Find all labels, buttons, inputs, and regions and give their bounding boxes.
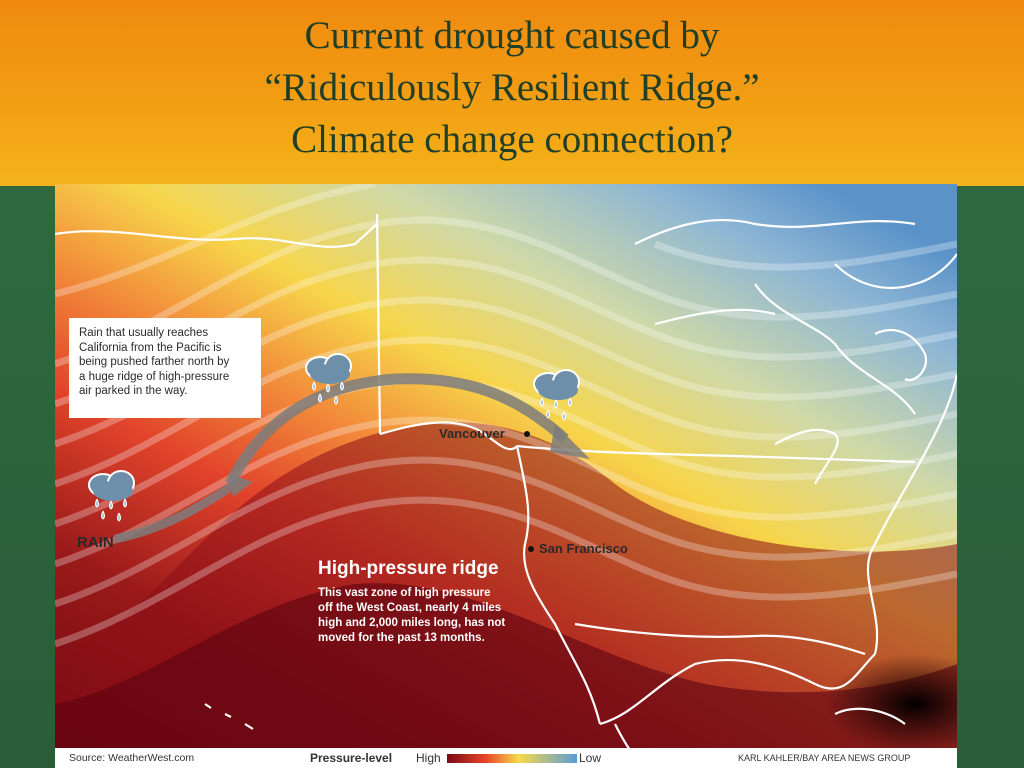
map-graphic (55, 184, 957, 768)
legend-high-label: High (416, 751, 441, 765)
ridge-title: High-pressure ridge (318, 558, 499, 579)
san-francisco-marker (528, 546, 534, 552)
title-line-1: Current drought caused by (304, 14, 720, 57)
vancouver-marker (524, 431, 530, 437)
legend-low-label: Low (579, 751, 602, 765)
slide-header (0, 0, 1024, 188)
city-label-vancouver: Vancouver (439, 426, 505, 441)
title-line-2: “Ridiculously Resilient Ridge.” (264, 66, 760, 109)
pressure-map: Rain that usually reaches California fro… (55, 184, 957, 768)
rain-label: RAIN (77, 534, 114, 551)
legend-label: Pressure-level (310, 751, 393, 765)
rain-cloud-icon (88, 470, 135, 522)
map-footer: Source: WeatherWest.com Pressure-level H… (55, 748, 957, 768)
jet-stream-arrow-icon (114, 373, 590, 544)
rain-cloud-icon (305, 353, 352, 405)
source-credit: Source: WeatherWest.com (69, 752, 195, 764)
city-label-san-francisco: San Francisco (539, 541, 628, 556)
ridge-description: This vast zone of high pressure off the … (318, 587, 506, 644)
rain-cloud-icon (533, 369, 580, 421)
title-line-3: Climate change connection? (291, 118, 733, 161)
slide-title: Current drought caused by “Ridiculously … (112, 10, 912, 166)
rain-callout: Rain that usually reaches California fro… (69, 318, 261, 418)
artist-credit: KARL KAHLER/BAY AREA NEWS GROUP (738, 753, 911, 763)
legend-gradient-bar (447, 754, 577, 763)
